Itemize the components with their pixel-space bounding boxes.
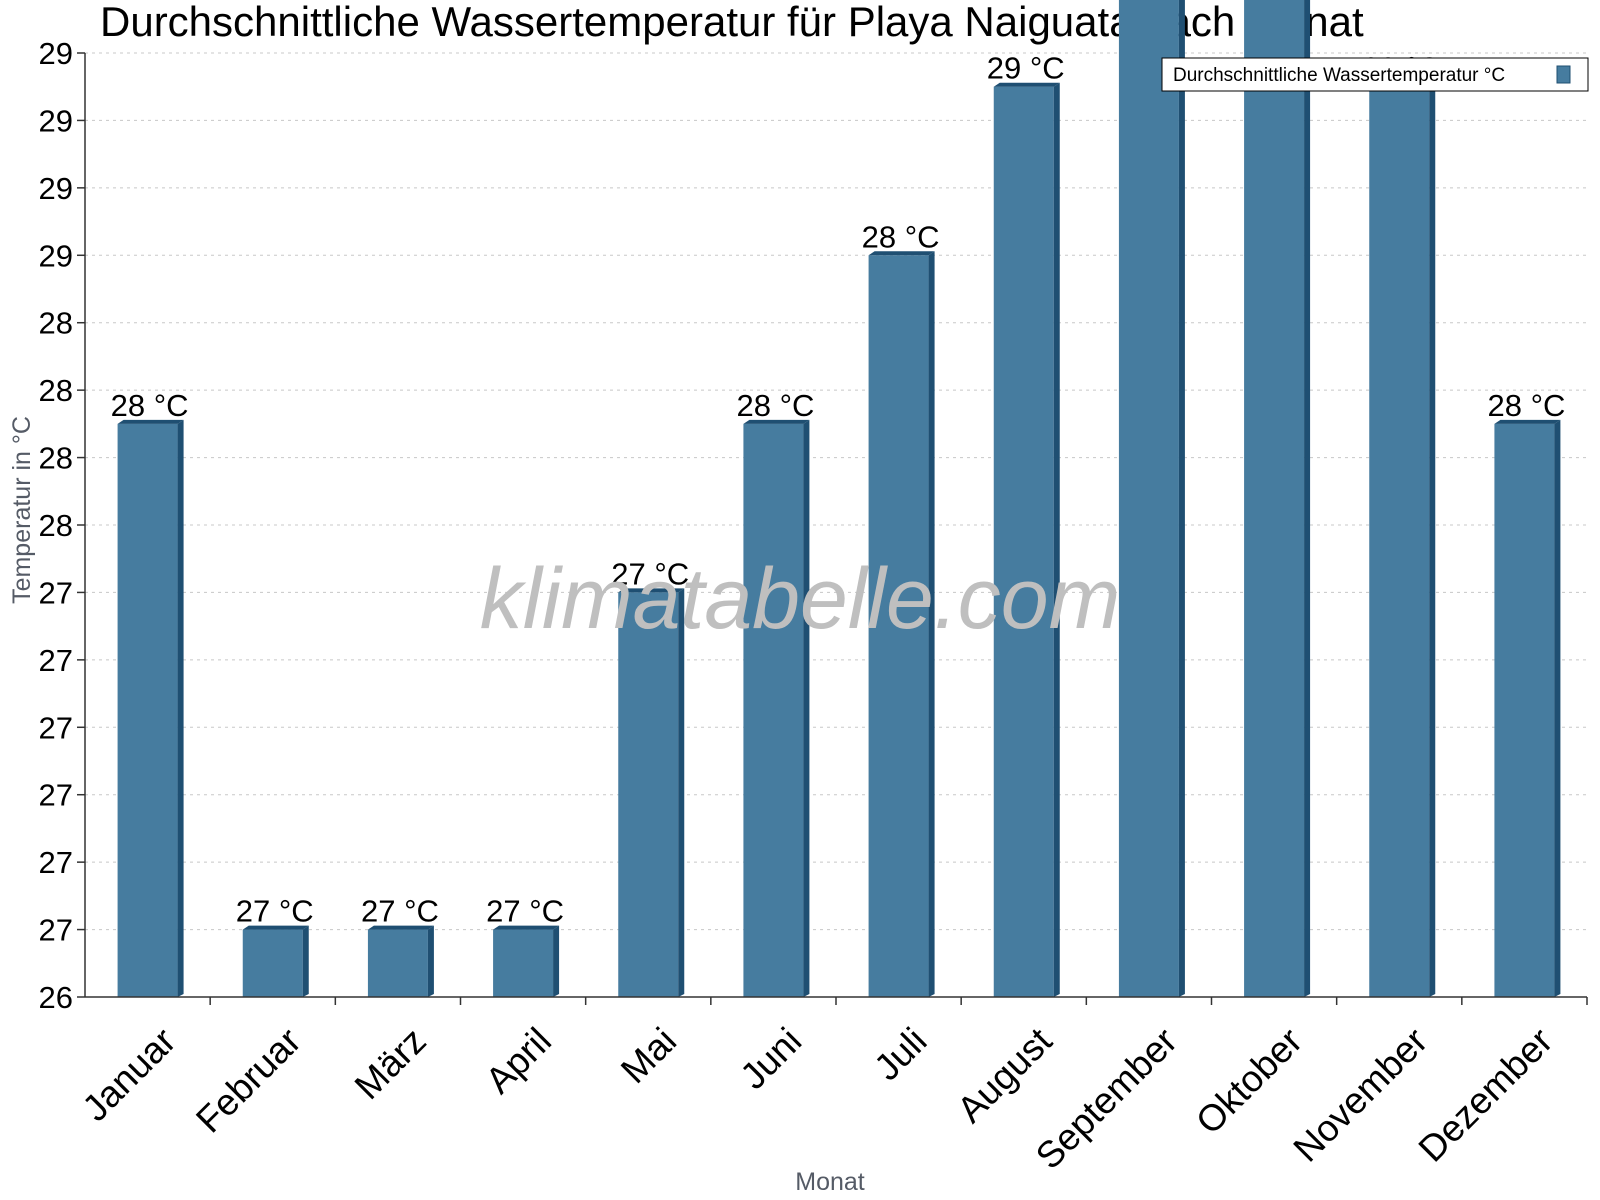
bar xyxy=(1118,0,1185,998)
x-tick-label: Dezember xyxy=(1411,1020,1561,1170)
x-tick-label: Mai xyxy=(613,1020,684,1091)
bar xyxy=(242,925,309,997)
bar xyxy=(367,925,434,997)
bar-side xyxy=(928,251,935,998)
bar xyxy=(1369,82,1436,997)
bar-face xyxy=(993,86,1054,997)
y-tick-label: 28 xyxy=(39,373,73,408)
bar-top xyxy=(618,588,685,593)
bar-side xyxy=(177,419,184,997)
bar-top xyxy=(242,925,309,930)
y-tick-label: 26 xyxy=(39,980,73,1015)
bar-top xyxy=(743,419,810,424)
data-label: 27 °C xyxy=(486,894,564,929)
data-label: 28 °C xyxy=(1487,388,1565,423)
y-tick-label: 28 xyxy=(39,306,73,341)
bar-side xyxy=(803,419,810,997)
bar xyxy=(743,419,810,997)
bar xyxy=(868,251,935,998)
bar-side xyxy=(1304,0,1311,997)
bar-face xyxy=(868,255,929,998)
y-tick-label: 27 xyxy=(39,845,73,880)
bar-face xyxy=(242,929,303,997)
bar-face xyxy=(1494,423,1555,997)
legend-label: Durchschnittliche Wassertemperatur °C xyxy=(1173,65,1505,86)
data-label: 29 °C xyxy=(987,51,1065,86)
data-label: 27 °C xyxy=(361,894,439,929)
legend-box xyxy=(1161,57,1589,92)
data-label: 27 °C xyxy=(236,894,314,929)
bar-face xyxy=(1369,86,1430,997)
y-axis-label: Temperatur in °C xyxy=(8,416,36,604)
bar-layer xyxy=(117,0,1561,998)
bar-side xyxy=(678,588,685,997)
bar-face xyxy=(1244,0,1305,998)
y-tick-label: 27 xyxy=(39,643,73,678)
bar xyxy=(1244,0,1311,998)
bar xyxy=(1494,419,1561,997)
bar-top xyxy=(493,925,560,930)
data-label: 28 °C xyxy=(111,388,189,423)
bar-face xyxy=(618,592,679,997)
bar-side xyxy=(1429,82,1436,997)
x-tick-label: Juni xyxy=(732,1020,809,1097)
bar-top xyxy=(993,82,1060,87)
y-tick-label: 29 xyxy=(39,171,73,206)
watermark: klimatabelle.com xyxy=(480,551,1120,647)
x-tick-label: Oktober xyxy=(1188,1020,1310,1142)
y-tick-label: 28 xyxy=(39,441,73,476)
x-tick-label: Juli xyxy=(866,1020,934,1088)
bar xyxy=(117,419,184,997)
bar-side xyxy=(427,925,434,997)
y-tick-label: 29 xyxy=(39,238,73,273)
bar xyxy=(993,82,1060,997)
bar-face xyxy=(367,929,428,997)
x-tick-label: Februar xyxy=(188,1020,309,1141)
legend: Durchschnittliche Wassertemperatur °C xyxy=(1161,57,1589,92)
x-tick-label: April xyxy=(478,1020,559,1101)
bar-side xyxy=(1554,419,1561,997)
data-label: 28 °C xyxy=(736,388,814,423)
bar-face xyxy=(1118,0,1179,998)
bar xyxy=(493,925,560,997)
data-label: 27 °C xyxy=(611,556,689,591)
bar-face xyxy=(743,423,804,997)
bar-top xyxy=(868,251,935,256)
bar-side xyxy=(302,925,309,997)
x-tick-label: November xyxy=(1286,1020,1436,1170)
x-tick-label: März xyxy=(347,1020,434,1107)
y-tick-label: 27 xyxy=(39,913,73,948)
bar-face xyxy=(117,423,178,997)
axis-layer: 26 27 27 27 27 27 27 28 28 28 28 29 29 29 29 xyxy=(39,36,1588,1015)
bar-face xyxy=(493,929,554,997)
grid-layer xyxy=(85,52,1587,931)
bar-top xyxy=(117,419,184,424)
y-tick-label: 29 xyxy=(39,103,73,138)
y-tick-label: 27 xyxy=(39,575,73,610)
x-tick-label: August xyxy=(949,1019,1060,1130)
x-tick-label: Januar xyxy=(75,1020,184,1129)
bar-side xyxy=(553,925,560,997)
y-tick-label: 27 xyxy=(39,778,73,813)
bar-top xyxy=(1494,419,1561,424)
y-tick-label: 27 xyxy=(39,710,73,745)
x-axis-label: Monat xyxy=(795,1168,865,1196)
legend-swatch xyxy=(1556,65,1571,84)
y-tick-label: 29 xyxy=(39,36,73,71)
bar xyxy=(618,588,685,997)
bar-side xyxy=(1053,82,1060,997)
y-tick-label: 28 xyxy=(39,508,73,543)
bar-top xyxy=(367,925,434,930)
bar-side xyxy=(1178,0,1185,997)
data-label: 28 °C xyxy=(862,219,940,254)
